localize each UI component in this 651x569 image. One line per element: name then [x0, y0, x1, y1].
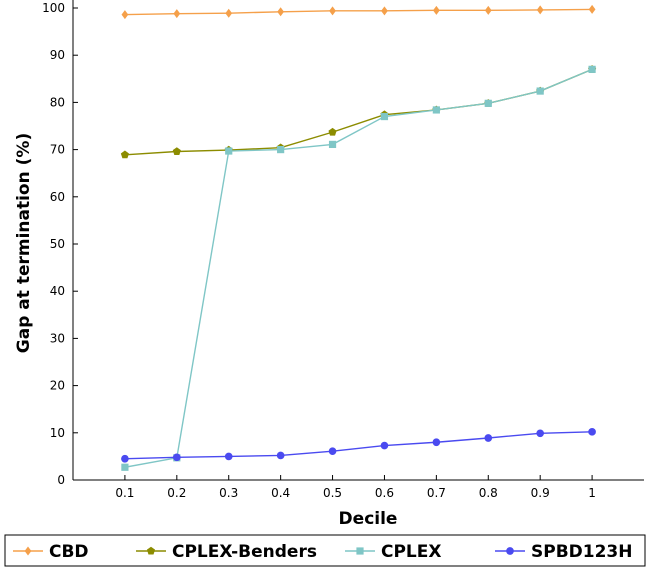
y-tick-label: 10 — [50, 426, 65, 440]
y-tick-label: 90 — [50, 48, 65, 62]
data-point — [277, 146, 285, 154]
data-point — [536, 429, 545, 438]
y-axis-title: Gap at termination (%) — [14, 133, 34, 353]
legend-entry: CPLEX — [345, 542, 442, 562]
y-tick-label: 0 — [57, 473, 65, 487]
data-point — [172, 147, 181, 155]
series-spbd123h — [121, 428, 596, 463]
legend-swatch-marker — [506, 547, 514, 555]
data-point — [328, 140, 337, 149]
series-line — [124, 68, 593, 468]
data-point — [225, 147, 233, 155]
y-tick-label: 100 — [42, 1, 65, 15]
data-point — [277, 7, 285, 17]
data-point — [536, 87, 544, 95]
axes: 0 10 20 30 40 50 60 70 80 90 100 0.1 0.2 0.3 0.4 0.5 0.6… — [42, 0, 644, 500]
data-point — [588, 65, 596, 73]
x-tick-label: 0.7 — [427, 486, 446, 500]
series-cbd — [121, 4, 596, 20]
data-point — [536, 5, 544, 15]
data-point — [484, 434, 493, 442]
data-point — [121, 10, 129, 20]
data-point — [381, 6, 388, 16]
data-point — [588, 4, 596, 14]
data-point — [432, 5, 440, 15]
data-point — [225, 8, 233, 18]
y-tick-label: 20 — [50, 379, 65, 393]
y-tick-label: 80 — [50, 95, 65, 109]
data-point — [276, 451, 285, 460]
legend-entry: SPBD123H — [495, 542, 633, 562]
y-tick-label: 30 — [50, 331, 65, 345]
legend-label: SPBD123H — [531, 542, 633, 562]
legend-label: CPLEX-Benders — [172, 542, 317, 562]
legend-swatch-marker — [146, 546, 156, 555]
data-point — [484, 99, 492, 107]
legend-swatch-marker — [356, 547, 364, 555]
legend-label: CPLEX — [381, 542, 442, 562]
data-point — [173, 9, 181, 19]
data-point — [432, 106, 440, 114]
y-tick-label: 40 — [50, 284, 65, 298]
data-point — [432, 438, 441, 447]
series-line — [124, 8, 593, 16]
data-point — [380, 441, 389, 450]
series-line — [124, 68, 593, 156]
legend-entry: CBD — [13, 542, 89, 562]
data-point — [328, 447, 337, 456]
x-tick-label: 0.3 — [219, 486, 238, 500]
x-tick-label: 0.2 — [167, 486, 186, 500]
data-point — [588, 428, 596, 436]
x-tick-label: 0.4 — [271, 486, 290, 500]
series-line — [124, 431, 593, 460]
y-tick-label: 50 — [50, 237, 65, 251]
x-tick-label: 0.1 — [115, 486, 134, 500]
legend-label: CBD — [49, 542, 89, 562]
data-point — [329, 6, 336, 16]
data-point — [484, 5, 492, 15]
series-cplex-benders — [120, 65, 597, 159]
data-point — [224, 452, 233, 461]
legend-entry: CPLEX-Benders — [136, 542, 317, 562]
legend-swatch-marker — [24, 546, 32, 556]
y-tick-label: 70 — [50, 143, 65, 157]
x-tick-label: 0.6 — [375, 486, 394, 500]
legend: CBD CPLEX-Benders CPLEX SPBD123H — [4, 534, 646, 567]
x-tick-label: 0.5 — [323, 486, 342, 500]
series-cplex — [121, 65, 596, 471]
series-layer — [120, 4, 597, 471]
data-point — [120, 150, 129, 159]
y-tick-label: 60 — [50, 190, 65, 204]
x-tick-label: 0.8 — [479, 486, 498, 500]
legend-box — [4, 534, 646, 567]
x-tick-label: 1 — [588, 486, 596, 500]
x-axis-title: Decile — [339, 509, 398, 529]
data-point — [121, 463, 129, 471]
data-point — [328, 127, 337, 136]
data-point — [172, 453, 181, 462]
x-tick-label: 0.9 — [531, 486, 550, 500]
data-point — [121, 454, 129, 463]
data-point — [380, 112, 389, 121]
